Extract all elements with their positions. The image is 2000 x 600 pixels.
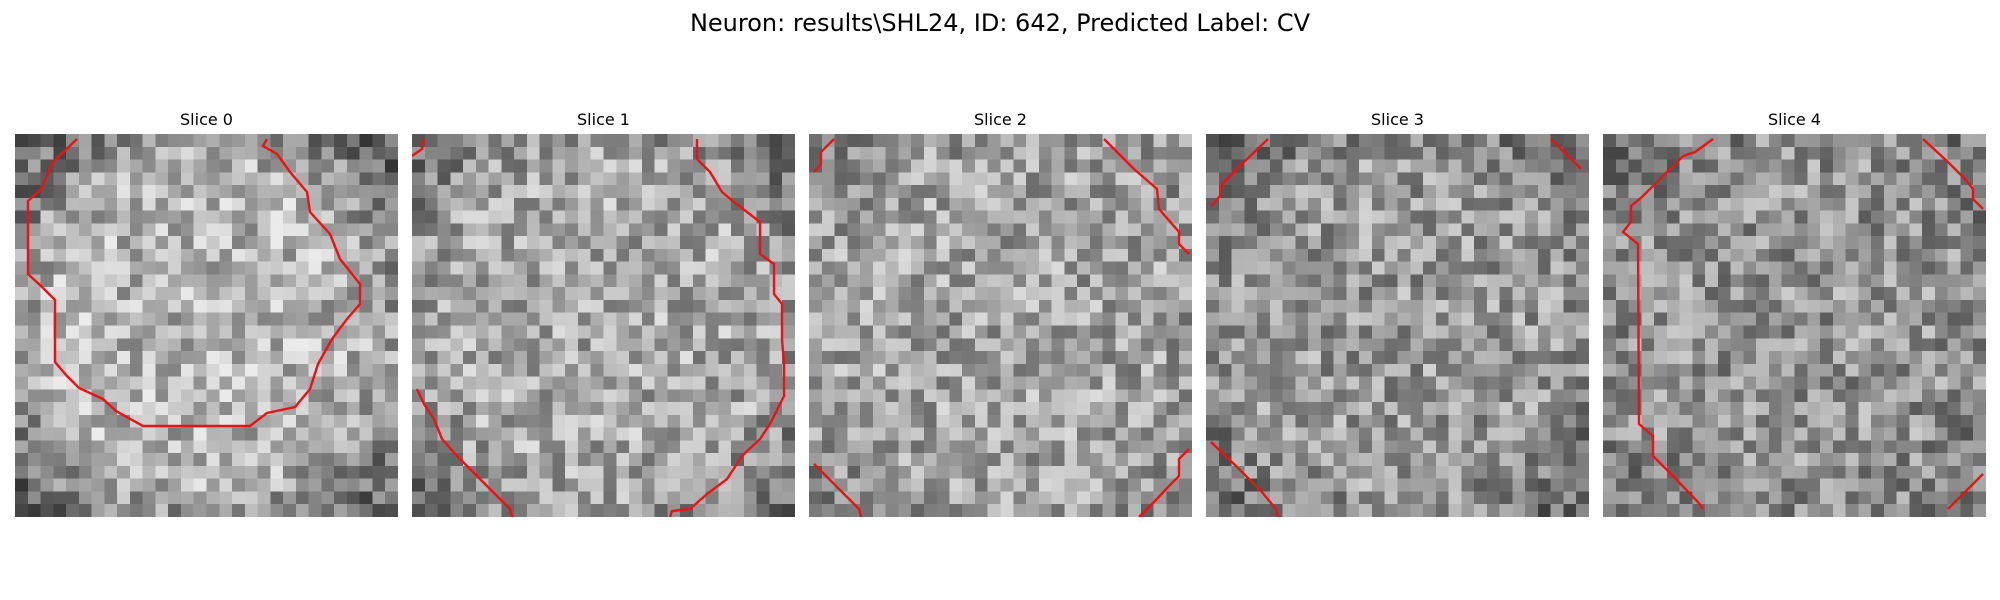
slice-image (412, 134, 795, 517)
contour-line (668, 139, 786, 517)
slice-title: Slice 1 (577, 110, 630, 129)
slice-title: Slice 4 (1768, 110, 1821, 129)
slice-image-frame (412, 134, 795, 517)
slice-title: Slice 3 (1371, 110, 1424, 129)
contour-line (415, 388, 514, 517)
contour-line (813, 138, 835, 173)
slice-panel-2: Slice 2 (809, 110, 1192, 517)
slice-image (1206, 134, 1589, 517)
slice-image (1603, 134, 1986, 517)
slice-image (15, 134, 398, 517)
slice-panel-1: Slice 1 (412, 110, 795, 517)
slice-image-frame (1603, 134, 1986, 517)
contour-overlay (813, 138, 1190, 517)
contour-line (1922, 138, 1984, 210)
contour-line (813, 463, 863, 517)
contour-line (1947, 473, 1984, 510)
contour-overlay (26, 138, 362, 428)
slice-image-frame (15, 134, 398, 517)
slice-panel-0: Slice 0 (15, 110, 398, 517)
slice-title: Slice 2 (974, 110, 1027, 129)
slice-image-frame (809, 134, 1192, 517)
contour-line (1138, 448, 1190, 517)
contour-overlay (412, 138, 786, 517)
contour-line (1103, 138, 1190, 255)
slice-image-frame (1206, 134, 1589, 517)
contour-line (26, 138, 362, 428)
slice-panel-4: Slice 4 (1603, 110, 1986, 517)
slice-image (809, 134, 1192, 517)
figure-title: Neuron: results\SHL24, ID: 642, Predicte… (689, 9, 1311, 37)
slice-title: Slice 0 (180, 110, 233, 129)
contour-overlay (1210, 138, 1582, 517)
contour-line (412, 138, 426, 157)
slice-panel-3: Slice 3 (1206, 110, 1589, 517)
contour-line (1210, 138, 1269, 207)
contour-line (1210, 441, 1280, 517)
contour-line (1550, 138, 1582, 170)
contour-overlay (1621, 138, 1984, 510)
contour-line (1621, 138, 1714, 510)
